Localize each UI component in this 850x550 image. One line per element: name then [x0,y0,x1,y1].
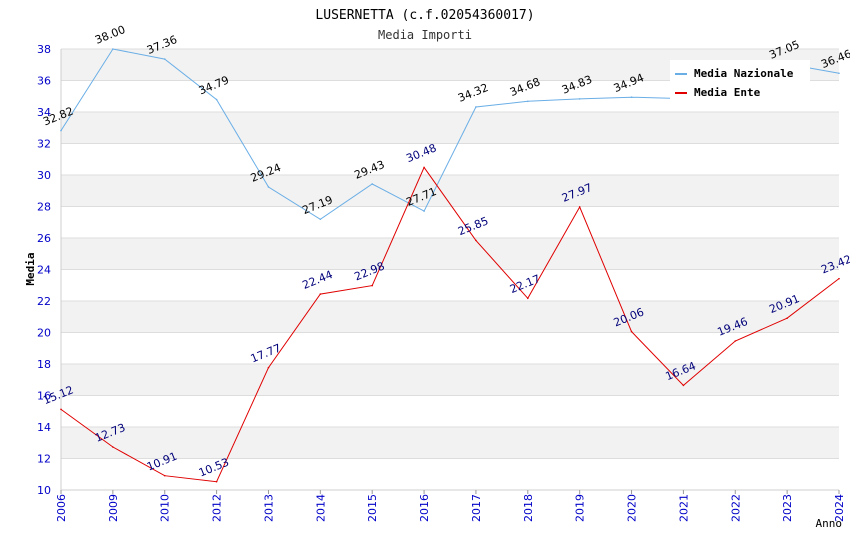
data-point [112,48,114,50]
data-point [319,218,322,221]
plot-band [61,269,839,301]
data-label: 38.00 [93,23,127,47]
y-tick-label: 18 [37,358,51,371]
data-point [475,106,477,108]
data-point [215,98,218,101]
plot-band [61,332,839,364]
data-point [215,480,218,483]
plot-band [61,364,839,396]
data-point [682,384,685,387]
x-tick-label: 2024 [833,494,846,522]
y-tick-label: 14 [37,421,51,434]
x-tick-label: 2009 [107,494,120,522]
x-tick-label: 2012 [211,494,224,522]
data-point [527,297,529,300]
x-tick-label: 2018 [522,494,535,522]
data-point [578,98,581,100]
legend-box [670,60,810,100]
plot-band [61,175,839,207]
plot-band [61,238,839,270]
y-tick-label: 24 [37,264,51,277]
data-point [578,206,581,208]
plot-band [61,206,839,238]
x-tick-label: 2017 [470,494,483,522]
x-tick-label: 2006 [55,494,68,522]
x-tick-label: 2020 [626,494,639,522]
data-point [630,96,633,98]
x-tick-label: 2016 [418,494,431,522]
plot-band [61,427,839,459]
data-point [423,166,425,169]
x-tick-label: 2015 [366,494,379,522]
data-point [786,317,788,319]
legend-label: Media Nazionale [694,67,794,80]
data-point [319,293,322,295]
y-tick-label: 36 [37,75,51,88]
data-point [630,330,633,333]
data-point [475,239,477,242]
y-tick-label: 38 [37,43,51,56]
plot-band [61,112,839,144]
plot-band [61,301,839,333]
chart-title: LUSERNETTA (c.f.02054360017) [315,8,534,23]
data-point [60,408,62,411]
plot-band [61,395,839,427]
data-point [267,366,270,369]
x-tick-label: 2019 [574,494,587,522]
data-point [371,183,374,185]
data-point [371,284,374,287]
x-tick-label: 2014 [314,494,327,522]
x-tick-label: 2023 [781,494,794,522]
data-point [60,129,62,132]
series-line [60,166,840,483]
legend-label: Media Ente [694,86,761,99]
legend: Media Nazionale Media Ente [670,60,810,100]
y-tick-label: 34 [37,106,51,119]
y-tick-label: 26 [37,232,51,245]
data-point [112,446,114,448]
data-point [838,72,840,75]
x-tick-label: 2013 [262,494,275,522]
y-tick-label: 16 [37,390,51,403]
chart-subtitle: Media Importi [378,28,472,42]
data-point [423,210,425,212]
x-tick-label: 2010 [159,494,172,522]
x-tick-label: 2021 [677,494,690,522]
plot-band [61,458,839,490]
y-axis-label: Media [24,252,37,285]
y-tick-label: 10 [37,484,51,497]
y-tick-label: 20 [37,327,51,340]
x-axis-label: Anno [816,517,843,530]
data-point [838,277,840,280]
data-point [734,340,737,342]
data-point [267,186,270,188]
y-tick-label: 12 [37,453,51,466]
grid-lines [61,48,839,491]
y-tick-label: 30 [37,169,51,182]
y-tick-label: 22 [37,295,51,308]
data-point [163,474,166,477]
y-tick-label: 32 [37,138,51,151]
plot-bands [61,49,839,490]
data-point [527,100,529,103]
y-tick-label: 28 [37,201,51,214]
data-point [163,58,166,60]
x-tick-label: 2022 [729,494,742,522]
